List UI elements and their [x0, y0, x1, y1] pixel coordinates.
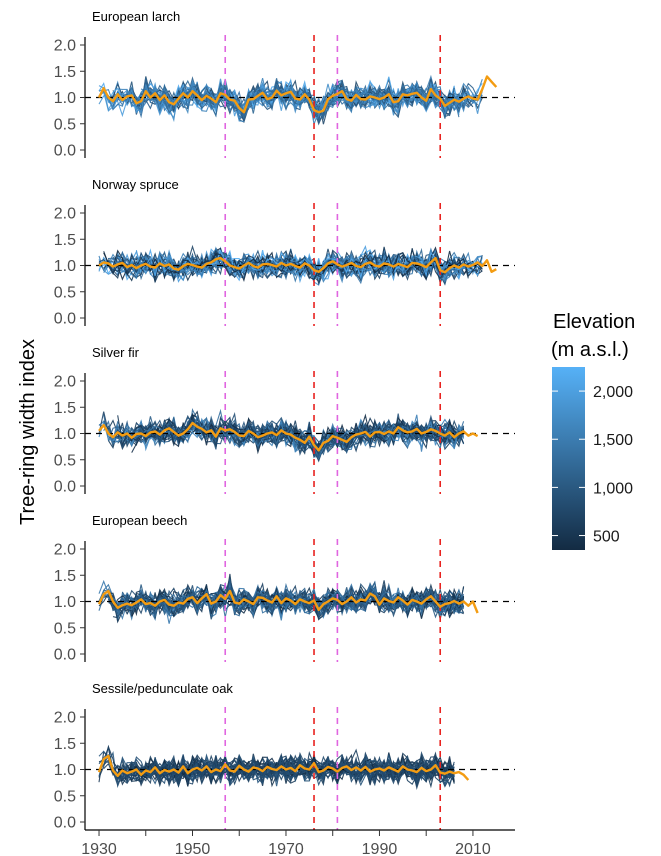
y-tick-label: 1.0: [54, 426, 76, 443]
x-axis: 1930 1950 1970 1990 2010: [81, 829, 515, 856]
y-tick-label: 0.5: [54, 284, 76, 301]
mean-chronology-line: [97, 75, 498, 114]
y-tick-label: 2.0: [54, 710, 76, 727]
panel-title: European beech: [92, 513, 187, 528]
y-tick-label: 2.0: [54, 542, 76, 559]
panel-title: Norway spruce: [92, 177, 179, 192]
panel-title: Sessile/pedunculate oak: [92, 681, 233, 696]
y-tick-label: 1.0: [54, 762, 76, 779]
tree-series-line: [107, 748, 455, 785]
y-tick-label: 1.0: [54, 594, 76, 611]
y-tick-label: 0.5: [54, 452, 76, 469]
y-tick-label: 0.0: [54, 479, 76, 496]
y-tick-label: 1.0: [54, 258, 76, 275]
tree-series-line: [121, 753, 455, 787]
y-tick-label: 0.5: [54, 116, 76, 133]
legend-title-line-1: Elevation: [553, 311, 635, 333]
panel-2: Silver fir 0.0 0.5 1.0 1.5 2.0: [54, 345, 515, 496]
y-tick-label: 0.5: [54, 788, 76, 805]
legend-tick-label: 1,000: [593, 480, 633, 497]
y-tick-label: 0.5: [54, 620, 76, 637]
x-tick-label: 1950: [175, 841, 211, 856]
y-axis-label: Tree-ring width index: [17, 339, 39, 525]
y-tick-label: 0.0: [54, 647, 76, 664]
y-tick-label: 1.5: [54, 64, 76, 81]
x-tick-label: 1930: [81, 841, 117, 856]
panel-title: European larch: [92, 9, 180, 24]
legend-title-line-2: (m a.s.l.): [551, 339, 629, 361]
legend-tick-label: 1,500: [593, 432, 633, 449]
y-tick-label: 1.0: [54, 90, 76, 107]
y-tick-label: 1.5: [54, 232, 76, 249]
legend-colorbar: [552, 367, 585, 550]
x-tick-label: 1990: [362, 841, 398, 856]
legend-tick-label: 2,000: [593, 384, 633, 401]
legend: Elevation (m a.s.l.) 2,000 1,500 1,000 500: [551, 311, 635, 550]
y-tick-label: 1.5: [54, 568, 76, 585]
y-tick-label: 0.0: [54, 311, 76, 328]
y-tick-label: 0.0: [54, 815, 76, 832]
panel-0: European larch 0.0 0.5 1.0 1.5 2.0: [54, 9, 515, 160]
panel-1: Norway spruce 0.0 0.5 1.0 1.5 2.0: [54, 177, 515, 328]
x-tick-label: 2010: [455, 841, 491, 856]
y-tick-label: 2.0: [54, 374, 76, 391]
tree-series-line: [126, 250, 473, 279]
mean-chronology-line: [97, 589, 479, 614]
y-tick-label: 1.5: [54, 400, 76, 417]
tree-series-line: [108, 251, 460, 282]
panel-4: Sessile/pedunculate oak 0.0 0.5 1.0 1.5 2.0: [54, 681, 515, 832]
panel-title: Silver fir: [92, 345, 140, 360]
mean-chronology-line: [97, 754, 470, 781]
y-tick-label: 2.0: [54, 38, 76, 55]
mean-chronology-line: [98, 421, 479, 452]
legend-tick-label: 500: [593, 529, 620, 546]
tree-series-line: [112, 753, 455, 790]
mean-chronology-line: [98, 256, 497, 274]
panel-3: European beech 0.0 0.5 1.0 1.5 2.0: [54, 513, 515, 664]
y-tick-label: 2.0: [54, 206, 76, 223]
y-tick-label: 0.0: [54, 143, 76, 160]
x-tick-label: 1970: [268, 841, 304, 856]
y-tick-label: 1.5: [54, 736, 76, 753]
